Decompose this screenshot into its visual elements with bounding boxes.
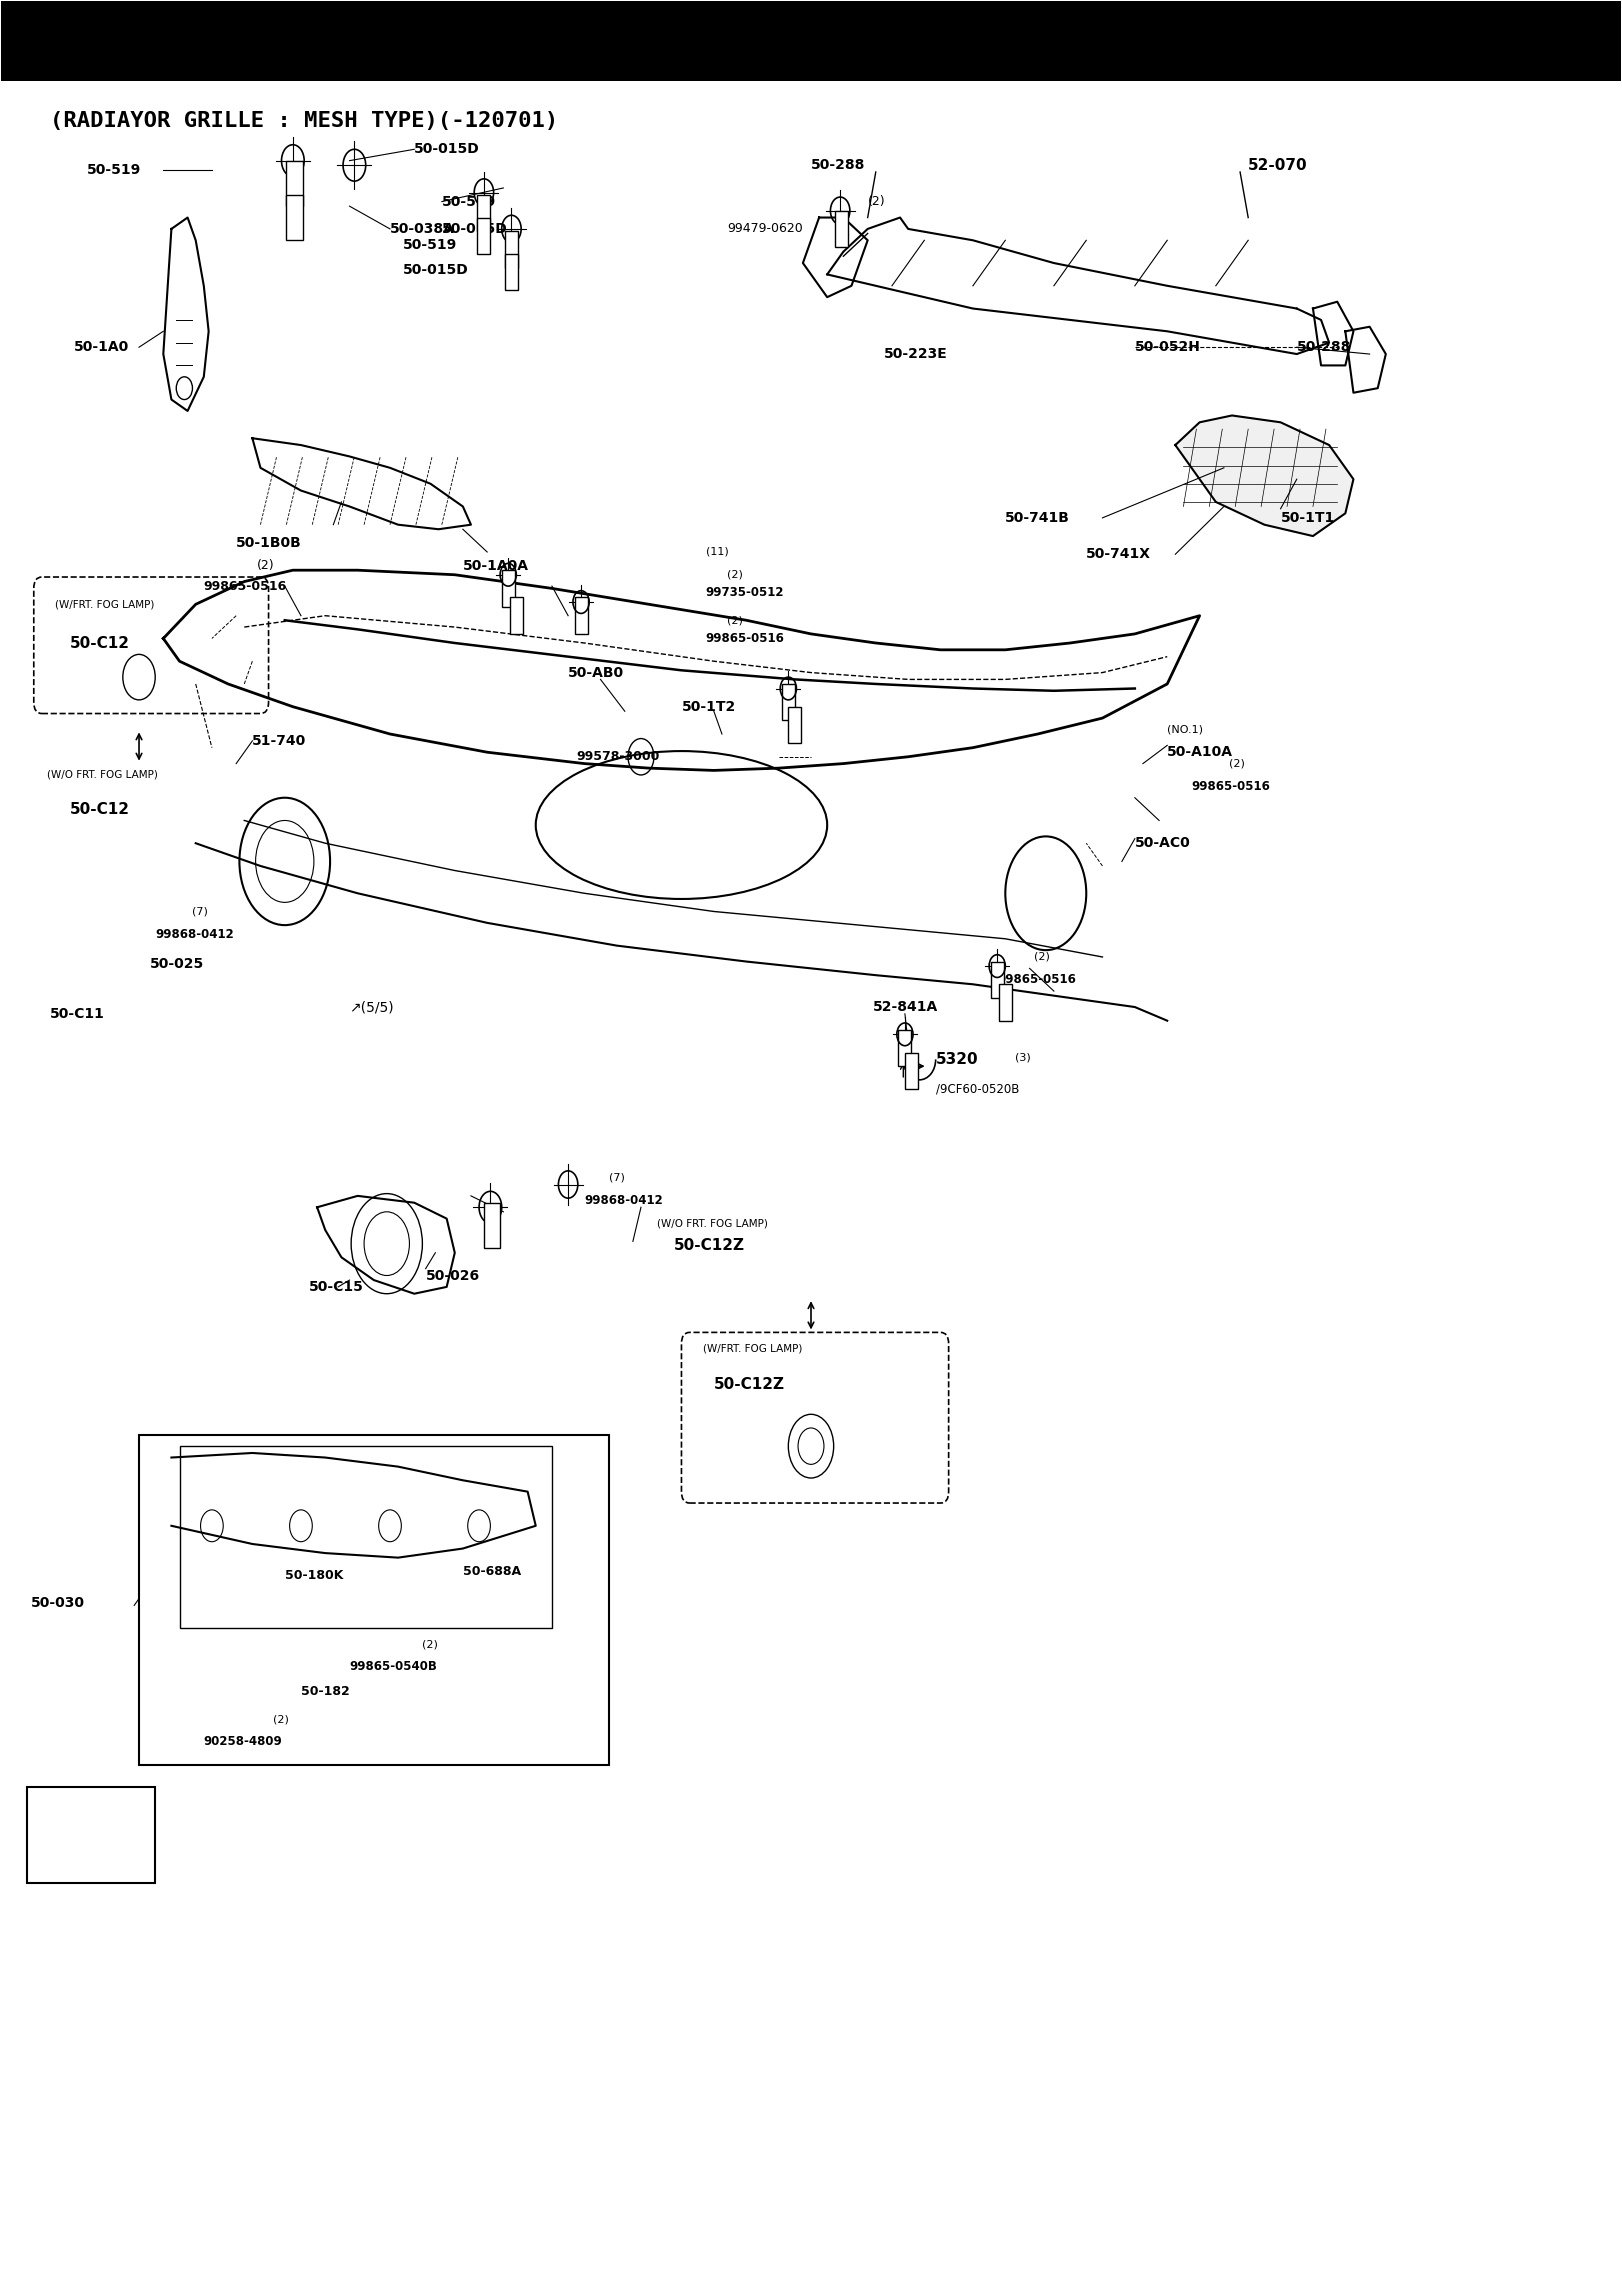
Text: 50-038A: 50-038A: [389, 221, 454, 237]
Bar: [788, 706, 801, 743]
Text: (RADIAYOR GRILLE : MESH TYPE)(-120701): (RADIAYOR GRILLE : MESH TYPE)(-120701): [50, 112, 558, 130]
Text: 50-C12: 50-C12: [70, 802, 130, 816]
Text: 50-015D: 50-015D: [414, 141, 480, 157]
Text: 50-C11: 50-C11: [50, 1007, 105, 1021]
Bar: [501, 570, 514, 606]
Text: (2): (2): [274, 1713, 289, 1724]
Text: 50-C12Z: 50-C12Z: [714, 1378, 785, 1392]
Text: 99865-0516: 99865-0516: [998, 973, 1075, 986]
Bar: [287, 162, 303, 205]
Text: (7): (7): [608, 1173, 624, 1182]
Text: 99479-0620: 99479-0620: [727, 223, 803, 235]
Text: 50-AC0: 50-AC0: [1135, 836, 1191, 850]
Text: 50-288: 50-288: [1296, 339, 1351, 353]
Text: 50-519: 50-519: [88, 162, 141, 178]
Text: (7): (7): [193, 907, 208, 916]
Polygon shape: [1176, 415, 1353, 535]
Text: 50-C15: 50-C15: [310, 1280, 363, 1294]
Bar: [509, 597, 522, 633]
Text: 50-741X: 50-741X: [1087, 547, 1152, 560]
Text: (2): (2): [868, 196, 886, 207]
Text: 50-025: 50-025: [151, 957, 204, 970]
Text: (W/FRT. FOG LAMP): (W/FRT. FOG LAMP): [55, 599, 154, 608]
Bar: [287, 196, 303, 239]
Text: (3): (3): [1015, 1052, 1030, 1062]
Text: 50-A10A: 50-A10A: [1168, 745, 1233, 759]
Text: (W/FRT. FOG LAMP): (W/FRT. FOG LAMP): [702, 1344, 801, 1353]
FancyBboxPatch shape: [28, 1788, 156, 1884]
Text: 50-688A: 50-688A: [462, 1565, 521, 1579]
Text: 90258-4809: 90258-4809: [204, 1736, 282, 1750]
Text: 50-182: 50-182: [302, 1686, 350, 1699]
Text: (W/O FRT. FOG LAMP): (W/O FRT. FOG LAMP): [657, 1219, 769, 1228]
Text: 52-841A: 52-841A: [873, 1000, 938, 1014]
Text: 51-740: 51-740: [253, 734, 307, 747]
Bar: [483, 1203, 500, 1248]
Bar: [899, 1030, 912, 1066]
Text: (2): (2): [1035, 952, 1051, 961]
Text: (2): (2): [422, 1640, 438, 1649]
Bar: [139, 1435, 608, 1765]
Text: 99865-0516: 99865-0516: [1192, 779, 1270, 793]
Text: (NO.1): (NO.1): [1168, 724, 1204, 734]
Bar: [477, 196, 490, 230]
Bar: [504, 253, 517, 289]
Text: 99578-3000: 99578-3000: [576, 749, 660, 763]
Text: /EWD: /EWD: [47, 1827, 92, 1843]
Text: (11): (11): [706, 547, 728, 558]
Text: 50-C12Z: 50-C12Z: [673, 1239, 744, 1253]
Text: 50-AB0: 50-AB0: [568, 665, 624, 679]
Bar: [782, 683, 795, 720]
Text: 50-741B: 50-741B: [1006, 510, 1071, 524]
Bar: [477, 216, 490, 253]
Bar: [991, 961, 1004, 998]
Text: 99865-0516: 99865-0516: [706, 631, 785, 645]
Text: 99868-0412: 99868-0412: [156, 927, 234, 941]
Bar: [574, 597, 587, 633]
Text: 50-1A0: 50-1A0: [75, 339, 130, 353]
Text: (W/O FRT. FOG LAMP): (W/O FRT. FOG LAMP): [47, 770, 157, 779]
Text: 50-519: 50-519: [441, 194, 496, 210]
Text: (2): (2): [258, 558, 274, 572]
Bar: [999, 984, 1012, 1021]
Text: 52-070: 52-070: [1249, 157, 1307, 173]
Text: 50-030: 50-030: [31, 1597, 84, 1611]
Bar: [504, 230, 517, 267]
Text: 50-015D: 50-015D: [402, 262, 469, 278]
Text: /9CF60-0520B: /9CF60-0520B: [936, 1082, 1019, 1096]
Text: 99735-0512: 99735-0512: [706, 585, 785, 599]
Bar: [180, 1447, 551, 1629]
Bar: [835, 210, 848, 246]
Text: 5320: 5320: [936, 1052, 978, 1066]
Text: 99865-0516: 99865-0516: [204, 579, 287, 592]
Text: 50-180K: 50-180K: [285, 1570, 344, 1583]
Text: 50-519: 50-519: [402, 237, 457, 253]
Text: 50-015D: 50-015D: [441, 221, 508, 237]
Text: 50-1T1: 50-1T1: [1281, 510, 1335, 524]
Text: 50-052H: 50-052H: [1135, 339, 1200, 353]
Text: ↗(5/5): ↗(5/5): [349, 1000, 394, 1014]
Text: (2): (2): [727, 615, 743, 624]
Text: 50-223E: 50-223E: [884, 346, 947, 360]
Text: 50-026: 50-026: [425, 1269, 480, 1283]
FancyBboxPatch shape: [2, 2, 1620, 82]
Bar: [905, 1052, 918, 1089]
Text: 50-C12: 50-C12: [70, 636, 130, 652]
Text: 50-288: 50-288: [811, 157, 866, 173]
Text: 50-1A0A: 50-1A0A: [462, 558, 529, 572]
Text: 50-1B0B: 50-1B0B: [237, 535, 302, 549]
Text: 99868-0412: 99868-0412: [584, 1194, 663, 1207]
Text: (2): (2): [1229, 759, 1244, 768]
Text: (2): (2): [727, 570, 743, 579]
Text: 50-1T2: 50-1T2: [681, 699, 736, 713]
Text: 99865-0540B: 99865-0540B: [349, 1661, 438, 1674]
